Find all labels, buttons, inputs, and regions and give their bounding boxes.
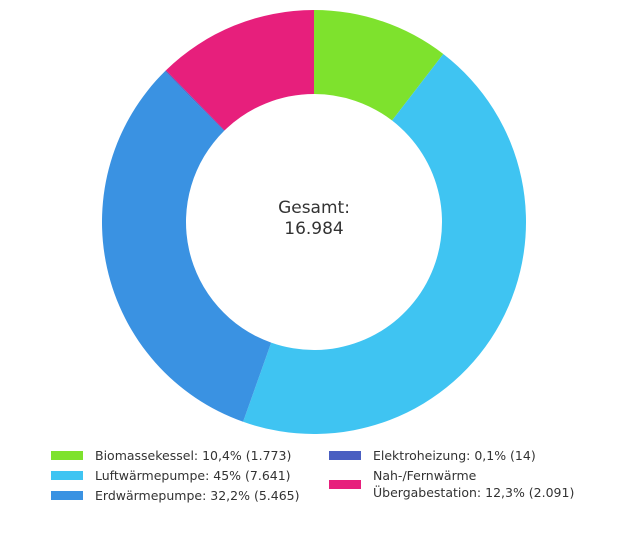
donut-slice-4[interactable]	[165, 10, 314, 131]
donut-slice-3[interactable]	[165, 70, 225, 131]
center-total-title: Gesamt:	[278, 198, 350, 218]
legend-item-fernwaerme[interactable]: Nah-/Fernwärme Übergabestation: 12,3% (2…	[329, 467, 611, 501]
chart-legend: Biomassekessel: 10,4% (1.773) Luftwärmep…	[51, 447, 611, 527]
legend-label-biomassekessel: Biomassekessel: 10,4% (1.773)	[95, 448, 292, 463]
legend-label-elektroheizung: Elektroheizung: 0,1% (14)	[373, 448, 536, 463]
legend-label-fernwaerme-line1: Nah-/Fernwärme	[373, 468, 477, 483]
legend-label-erdwaermepumpe: Erdwärmepumpe: 32,2% (5.465)	[95, 488, 300, 503]
legend-swatch-erdwaermepumpe	[51, 491, 83, 500]
center-total-value: 16.984	[284, 219, 344, 239]
legend-swatch-elektroheizung	[329, 451, 361, 460]
legend-column-left: Biomassekessel: 10,4% (1.773) Luftwärmep…	[51, 447, 326, 507]
donut-slice-1[interactable]	[243, 53, 526, 435]
legend-item-erdwaermepumpe[interactable]: Erdwärmepumpe: 32,2% (5.465)	[51, 487, 326, 504]
legend-swatch-luftwaermepumpe	[51, 471, 83, 480]
legend-item-elektroheizung[interactable]: Elektroheizung: 0,1% (14)	[329, 447, 611, 464]
legend-swatch-biomassekessel	[51, 451, 83, 460]
legend-item-biomassekessel[interactable]: Biomassekessel: 10,4% (1.773)	[51, 447, 326, 464]
legend-label-luftwaermepumpe: Luftwärmepumpe: 45% (7.641)	[95, 468, 291, 483]
donut-slice-0[interactable]	[314, 10, 444, 121]
legend-column-right: Elektroheizung: 0,1% (14) Nah-/Fernwärme…	[329, 447, 611, 504]
donut-slices	[101, 10, 526, 435]
legend-swatch-fernwaerme	[329, 480, 361, 489]
legend-item-luftwaermepumpe[interactable]: Luftwärmepumpe: 45% (7.641)	[51, 467, 326, 484]
donut-slice-2[interactable]	[101, 71, 272, 422]
center-total-label: Gesamt: 16.984	[214, 198, 414, 240]
legend-label-fernwaerme-line2: Übergabestation: 12,3% (2.091)	[373, 485, 575, 500]
